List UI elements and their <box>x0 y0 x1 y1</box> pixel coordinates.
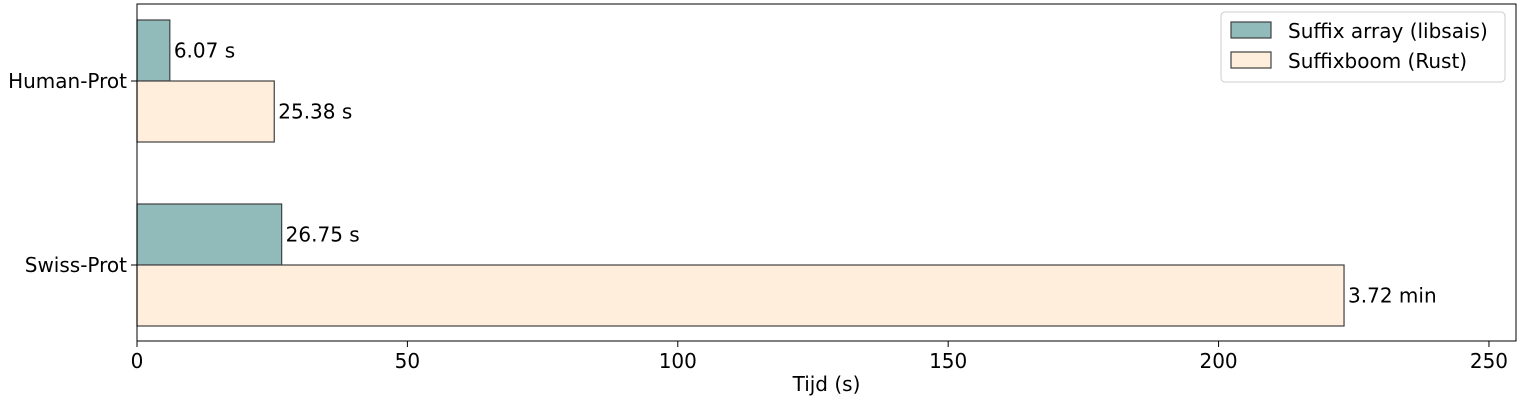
legend-label-series-1: Suffix array (libsais) <box>1288 19 1488 43</box>
plot-frame <box>136 3 1517 342</box>
x-tick-label: 250 <box>1470 349 1508 373</box>
data-label-swiss-prot-series-1: 26.75 s <box>286 223 360 247</box>
y-tick-label: Swiss-Prot <box>25 253 127 277</box>
bar-swiss-prot-series-2 <box>136 264 1345 327</box>
x-tick-label: 0 <box>131 349 144 373</box>
data-label-human-prot-series-1: 6.07 s <box>174 39 235 63</box>
bar-human-prot-series-2 <box>136 80 275 143</box>
y-axis-ticks: Human-Prot Swiss-Prot <box>8 69 137 277</box>
x-axis-label: Tijd (s) <box>792 372 861 396</box>
x-tick-label: 50 <box>395 349 420 373</box>
data-label-human-prot-series-2: 25.38 s <box>278 100 352 124</box>
legend-box <box>1220 11 1506 83</box>
bars-group <box>136 19 1345 327</box>
data-label-swiss-prot-series-2: 3.72 min <box>1348 284 1437 308</box>
x-tick-label: 200 <box>1199 349 1237 373</box>
legend: Suffix array (libsais) Suffixboom (Rust) <box>1220 11 1506 83</box>
legend-label-series-2: Suffixboom (Rust) <box>1288 49 1467 73</box>
bar-human-prot-series-1 <box>136 19 171 82</box>
data-labels-group: 6.07 s 25.38 s 26.75 s 3.72 min <box>174 39 1437 308</box>
y-tick-label: Human-Prot <box>8 69 127 93</box>
x-tick-label: 150 <box>929 349 967 373</box>
bar-swiss-prot-series-1 <box>136 203 283 266</box>
x-axis-ticks: 0 50 100 150 200 250 <box>131 341 1508 373</box>
legend-swatch-series-2 <box>1230 51 1272 69</box>
legend-swatch-series-1 <box>1230 21 1272 39</box>
x-tick-label: 100 <box>659 349 697 373</box>
